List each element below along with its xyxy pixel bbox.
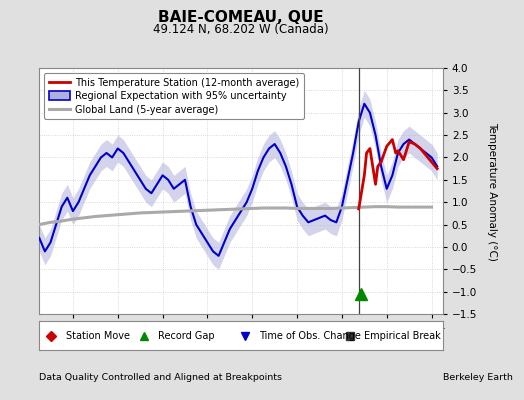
Text: Data Quality Controlled and Aligned at Breakpoints: Data Quality Controlled and Aligned at B…	[39, 373, 282, 382]
Legend: This Temperature Station (12-month average), Regional Expectation with 95% uncer: This Temperature Station (12-month avera…	[44, 73, 304, 119]
Text: Record Gap: Record Gap	[158, 330, 215, 340]
Text: Berkeley Earth: Berkeley Earth	[443, 373, 512, 382]
Text: Time of Obs. Change: Time of Obs. Change	[259, 330, 361, 340]
Text: BAIE-COMEAU, QUE: BAIE-COMEAU, QUE	[158, 10, 324, 25]
Text: Station Move: Station Move	[66, 330, 129, 340]
Text: 49.124 N, 68.202 W (Canada): 49.124 N, 68.202 W (Canada)	[153, 23, 329, 36]
Y-axis label: Temperature Anomaly (°C): Temperature Anomaly (°C)	[487, 122, 497, 260]
Text: Empirical Break: Empirical Break	[364, 330, 441, 340]
